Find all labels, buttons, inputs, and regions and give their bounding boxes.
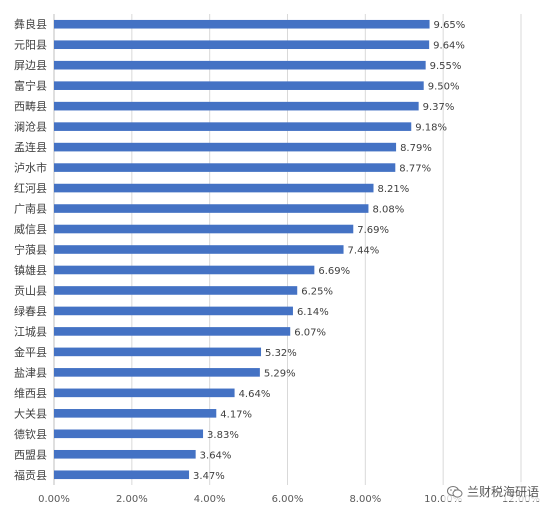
wechat-icon (446, 485, 463, 498)
data-label: 6.69% (318, 266, 350, 277)
data-label: 7.44% (348, 246, 380, 257)
bar (54, 60, 426, 70)
bar (54, 470, 190, 480)
bar (54, 429, 204, 439)
category-label: 维西县 (14, 387, 47, 400)
category-label: 德钦县 (14, 427, 47, 441)
watermark-text: 兰财税海研语 (466, 485, 539, 499)
data-label: 3.64% (200, 450, 232, 461)
data-label: 9.18% (415, 123, 447, 134)
data-label: 9.50% (428, 82, 460, 93)
category-label: 西畴县 (14, 100, 47, 113)
data-label: 4.64% (239, 389, 271, 400)
data-label: 7.69% (357, 225, 389, 236)
bar (54, 286, 298, 295)
x-tick-label: 2.00% (116, 494, 148, 505)
category-label: 彝良县 (14, 17, 47, 31)
bar (54, 122, 412, 131)
bar (54, 204, 369, 213)
category-label: 泸水市 (14, 161, 47, 175)
category-label: 澜沧县 (14, 120, 47, 134)
bar (54, 40, 430, 50)
category-label: 威信县 (14, 223, 47, 236)
category-label: 广南县 (14, 203, 47, 216)
data-label: 6.07% (294, 327, 326, 338)
category-label: 金平县 (14, 345, 47, 359)
bar (54, 183, 374, 193)
bar (54, 142, 397, 152)
category-label: 孟连县 (14, 141, 47, 154)
bar (54, 368, 260, 377)
bar (54, 388, 235, 398)
bar (54, 409, 217, 418)
category-label: 镇雄县 (14, 263, 47, 277)
data-label: 9.65% (434, 20, 466, 31)
bar (54, 449, 196, 459)
bar (54, 327, 291, 336)
data-label: 6.25% (301, 286, 333, 297)
bar (54, 163, 396, 172)
x-tick-label: 10.00% (424, 494, 462, 505)
category-label: 绿春县 (14, 304, 47, 318)
bar (54, 81, 424, 90)
x-tick-label: 8.00% (349, 494, 381, 505)
category-label: 西盟县 (14, 448, 47, 461)
data-label: 6.14% (297, 307, 329, 318)
data-label: 9.64% (433, 41, 465, 52)
category-label: 屏边县 (14, 59, 47, 72)
category-label: 大关县 (14, 406, 47, 420)
watermark: 兰财税海研语 (443, 482, 542, 501)
data-label: 3.83% (207, 430, 239, 441)
x-tick-label: 0.00% (38, 494, 70, 505)
bar (54, 245, 344, 254)
bar (54, 101, 419, 111)
data-label: 9.37% (423, 102, 455, 113)
data-label: 5.32% (265, 348, 297, 359)
data-label: 5.29% (264, 368, 296, 379)
category-label: 贡山县 (14, 284, 47, 297)
category-label: 元阳县 (14, 39, 47, 52)
bar (54, 347, 262, 357)
category-label: 宁蒗县 (14, 243, 47, 257)
data-label: 8.08% (372, 205, 404, 216)
bar (54, 306, 293, 316)
category-label: 福贡县 (14, 468, 47, 482)
data-label: 4.17% (220, 409, 252, 420)
category-label: 红河县 (14, 182, 47, 195)
bar (54, 265, 315, 275)
data-label: 8.77% (399, 164, 431, 175)
category-label: 江城县 (14, 325, 47, 338)
data-label: 8.79% (400, 143, 432, 154)
data-label: 8.21% (378, 184, 410, 195)
x-tick-label: 6.00% (272, 494, 304, 505)
bar (54, 224, 354, 234)
category-label: 富宁县 (14, 79, 47, 93)
data-label: 9.55% (430, 61, 462, 72)
data-label: 3.47% (193, 471, 225, 482)
x-tick-label: 4.00% (194, 494, 226, 505)
category-label: 盐津县 (14, 366, 47, 379)
bar (54, 19, 430, 29)
